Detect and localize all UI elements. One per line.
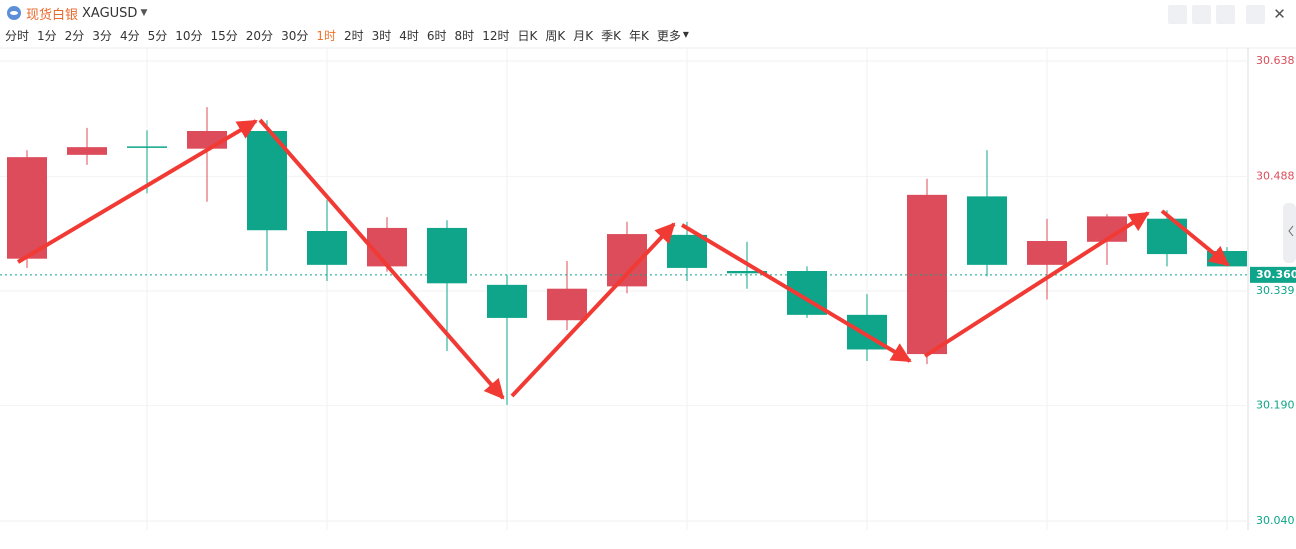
candle-body <box>367 227 407 267</box>
candle-body <box>907 194 947 355</box>
symbol-header[interactable]: 现货白银 XAGUSD ▼ <box>6 3 147 23</box>
timeframe-tab[interactable]: 6时 <box>426 29 447 43</box>
candle-body <box>187 131 227 149</box>
y-tick-label: 30.488 <box>1256 169 1295 182</box>
candle-body <box>427 227 467 284</box>
timeframe-tab[interactable]: 15分 <box>210 29 238 43</box>
candle-body <box>607 234 647 287</box>
annotation-arrows <box>16 118 1230 400</box>
candle-body <box>67 147 107 155</box>
timeframe-tab[interactable]: 2分 <box>64 29 85 43</box>
y-tick-label: 30.638 <box>1256 54 1295 67</box>
candle-body <box>127 146 167 148</box>
candle-body <box>247 131 287 231</box>
candle-body <box>307 231 347 265</box>
timeframe-tab[interactable]: 20分 <box>245 29 274 43</box>
candle-body <box>7 157 47 259</box>
timeframe-tab[interactable]: 月K <box>573 29 594 43</box>
candle-body <box>1087 216 1127 242</box>
timeframe-tab[interactable]: 3分 <box>92 29 112 43</box>
tool-button[interactable] <box>1246 5 1265 24</box>
candle-body <box>667 234 707 268</box>
current-price-label: 30.360 <box>1256 268 1296 281</box>
candle-body <box>967 196 1007 265</box>
timeframe-tab[interactable]: 周K <box>545 29 566 43</box>
timeframe-tab[interactable]: 年K <box>628 29 649 43</box>
timeframe-tab[interactable]: 日K <box>517 29 538 43</box>
vertical-grid <box>146 48 1228 530</box>
symbol-name: 现货白银 <box>26 7 79 23</box>
timeframe-tab[interactable]: 季K <box>601 29 621 43</box>
timeframe-tab[interactable]: 1分 <box>37 29 57 43</box>
timeframe-tab[interactable]: 8时 <box>454 29 475 43</box>
timeframe-tab[interactable]: 30分 <box>281 29 309 43</box>
y-tick-label: 30.190 <box>1256 399 1295 412</box>
timeframe-tab[interactable]: 1时 <box>316 29 336 43</box>
y-tick-label: 30.339 <box>1256 284 1295 297</box>
current-price-tag <box>1250 266 1296 283</box>
candle-body <box>1027 241 1067 265</box>
symbol-code: XAGUSD <box>82 5 138 21</box>
candle-body <box>847 314 887 350</box>
symbol-icon <box>7 6 21 20</box>
timeframe-tab[interactable]: 10分 <box>175 29 203 43</box>
timeframe-tab[interactable]: 更多 <box>656 29 681 43</box>
tool-button[interactable] <box>1192 5 1211 24</box>
y-tick-label: 30.040 <box>1256 514 1295 527</box>
timeframe-tab[interactable]: 分时 <box>5 29 30 43</box>
candle-body <box>547 288 587 321</box>
timeframe-tab[interactable]: 2时 <box>343 29 364 43</box>
side-panel-handle[interactable] <box>1283 203 1296 263</box>
handle-arrow <box>1288 225 1294 237</box>
candle-body <box>1147 218 1187 255</box>
timeframe-tab[interactable]: 4分 <box>119 29 140 43</box>
tool-button[interactable] <box>1168 5 1187 24</box>
timeframe-tab[interactable]: 4时 <box>399 29 419 43</box>
timeframe-tab[interactable]: 3时 <box>371 29 392 43</box>
candle-body <box>1207 251 1247 267</box>
timeframe-tab[interactable]: 5分 <box>147 29 168 43</box>
timeframe-tabs: 分时 1分 2分 3分 4分 5分 10分 15分 20分 30分 1时 2时 3时 4时 6时 8时 12时日… <box>5 27 697 47</box>
close-button[interactable]: ✕ <box>1270 5 1289 24</box>
candle-body <box>787 271 827 315</box>
candle-body <box>727 271 767 274</box>
timeframe-tab[interactable]: 12时 <box>482 29 510 43</box>
tool-button[interactable] <box>1216 5 1235 24</box>
candle-body <box>487 284 527 318</box>
